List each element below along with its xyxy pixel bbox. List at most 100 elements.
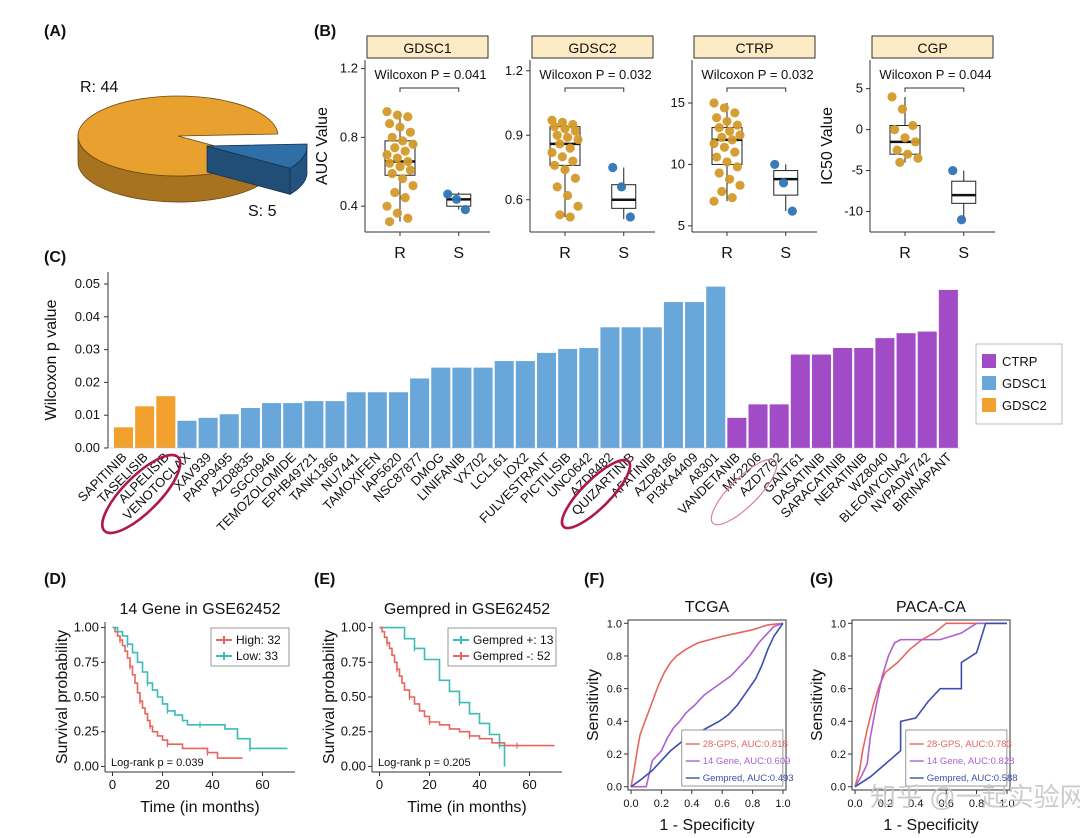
y-tick-label: 0.75 — [341, 654, 366, 669]
point-R — [722, 157, 732, 167]
y-axis-label: Survival probability — [321, 630, 338, 764]
bar-fulvestrant — [537, 352, 557, 448]
pie-chart: R: 44 S: 5 — [77, 79, 308, 220]
y-tick-label: 0.9 — [505, 127, 523, 142]
legend-label: High: 32 — [236, 633, 281, 647]
strip-ctrp — [693, 35, 816, 59]
y-tick-label: 0.2 — [607, 749, 622, 761]
x-tick-label: 0.0 — [847, 798, 862, 810]
plot-title: PACA-CA — [896, 599, 966, 616]
x-tick-label: S — [618, 245, 629, 262]
point-R — [719, 103, 730, 113]
point-R — [390, 187, 400, 198]
bar-tank1366 — [325, 401, 345, 448]
point-R — [382, 201, 392, 211]
point-R — [547, 147, 557, 158]
point-R — [714, 168, 724, 178]
point-R — [570, 126, 581, 136]
y-tick-label: 1.0 — [607, 618, 622, 630]
panel-f-label: (F) — [584, 571, 604, 588]
y-tick-label: 0.50 — [341, 689, 366, 704]
boxplot-ctrp: CTRP 5 10 15 R S Wilcoxon P = 0.032 — [671, 35, 817, 262]
significance-bracket — [726, 87, 787, 92]
point-R — [400, 193, 410, 203]
pie-label-r: R: 44 — [80, 79, 118, 96]
point-S — [770, 159, 780, 170]
panel-c-label: (C) — [44, 249, 66, 266]
bar-temozolomide — [283, 403, 303, 448]
y-axis-label-gdsc1: AUC Value — [314, 107, 331, 185]
point-R — [719, 142, 730, 152]
point-R — [392, 153, 402, 163]
strip-gdsc2 — [531, 35, 654, 59]
y-tick-label: 1.00 — [341, 620, 366, 635]
x-tick-label: 0.2 — [654, 798, 669, 810]
strip-title-gdsc2: GDSC2 — [568, 40, 616, 56]
x-tick-label: 40 — [205, 777, 219, 792]
bar-nu7441 — [346, 392, 366, 448]
point-S — [451, 194, 462, 204]
y-axis-label-cgp: IC50 Value — [819, 107, 836, 185]
point-R — [568, 156, 578, 166]
y-tick-label: 0.6 — [607, 684, 622, 696]
panel-g: (G) PACA-CA 0.0 0.2 0.4 0.6 0.8 1.0 0.0 0.2 0.4 0.… — [809, 571, 1018, 834]
panel-c: (C) 0.00 0.01 0.02 0.03 0.04 0.05 Wilcoxon p v… — [43, 249, 1063, 535]
y-tick-label: 0.8 — [607, 651, 622, 663]
legend-swatch-ctrp — [982, 354, 996, 368]
bar-azd8186 — [663, 302, 683, 448]
series-line-2 — [854, 622, 1007, 788]
bar-sapitinib — [114, 427, 134, 448]
x-tick-label: R — [394, 245, 406, 262]
legend-label: Gempred, AUC:0.588 — [927, 773, 1018, 784]
point-S — [956, 215, 967, 225]
series-line-0 — [379, 626, 506, 767]
x-axis-label: 1 - Specificity — [883, 817, 978, 834]
bar-venotoclax — [177, 420, 197, 448]
y-tick-label: 0.05 — [75, 276, 100, 291]
x-tick-label: 20 — [155, 777, 169, 792]
bar-ephb49721 — [304, 401, 324, 448]
point-R — [403, 112, 413, 122]
legend-label: Gempred -: 52 — [473, 649, 551, 663]
x-tick-label: 0.4 — [684, 798, 699, 810]
y-tick-label: 0.25 — [74, 724, 99, 739]
plot-title: 14 Gene in GSE62452 — [119, 601, 280, 618]
bar-alpelisib — [156, 396, 176, 448]
x-axis-label: 1 - Specificity — [659, 817, 754, 834]
bar-neratinib — [854, 347, 874, 448]
point-R — [903, 149, 913, 159]
x-tick-label: S — [780, 245, 791, 262]
bar-pictilisib — [558, 348, 578, 448]
series-line-2 — [630, 622, 784, 788]
legend-label: 28-GPS, AUC:0.783 — [927, 739, 1012, 750]
legend-label-gdsc1: GDSC1 — [1002, 376, 1047, 391]
bar-quizartinib — [621, 327, 641, 448]
highlight-ellipse-taselisib-alpelisib — [101, 453, 182, 535]
point-R — [385, 158, 395, 168]
series-line-1 — [631, 622, 784, 788]
legend-box — [905, 729, 1008, 787]
bar-azd8482 — [600, 327, 620, 448]
y-tick-label: 0 — [856, 122, 863, 137]
bar-nsc87877 — [410, 378, 430, 448]
x-tick-label: 1.0 — [775, 798, 790, 810]
x-tick-label: S — [958, 245, 969, 262]
bar-gant61 — [790, 354, 810, 448]
y-axis-label: Sensitivity — [809, 669, 826, 741]
bar-tamoxifen — [367, 392, 387, 448]
point-R — [552, 182, 562, 192]
panel-b-label: (B) — [314, 23, 336, 40]
panel-e-label: (E) — [314, 571, 335, 588]
point-R — [732, 120, 743, 130]
watermark: 知乎 @一起实验网 — [870, 782, 1080, 812]
y-axis-label: Wilcoxon p value — [43, 299, 60, 420]
point-R — [732, 162, 743, 172]
point-R — [560, 165, 570, 175]
y-tick-label: 0.00 — [75, 440, 100, 455]
series-line-0 — [112, 626, 243, 759]
legend-label: Gempred +: 13 — [473, 633, 554, 647]
bar-iox2 — [515, 361, 535, 448]
boxplot-gdsc1: GDSC1 0.4 0.8 1.2 AUC Value R S Wilcoxon P = 0.… — [314, 35, 490, 262]
km-plot-e: Gempred in GSE62452 0.00 0.25 0.50 0.75 1.00 0… — [321, 601, 562, 816]
bar-nvpadw742 — [917, 331, 937, 448]
